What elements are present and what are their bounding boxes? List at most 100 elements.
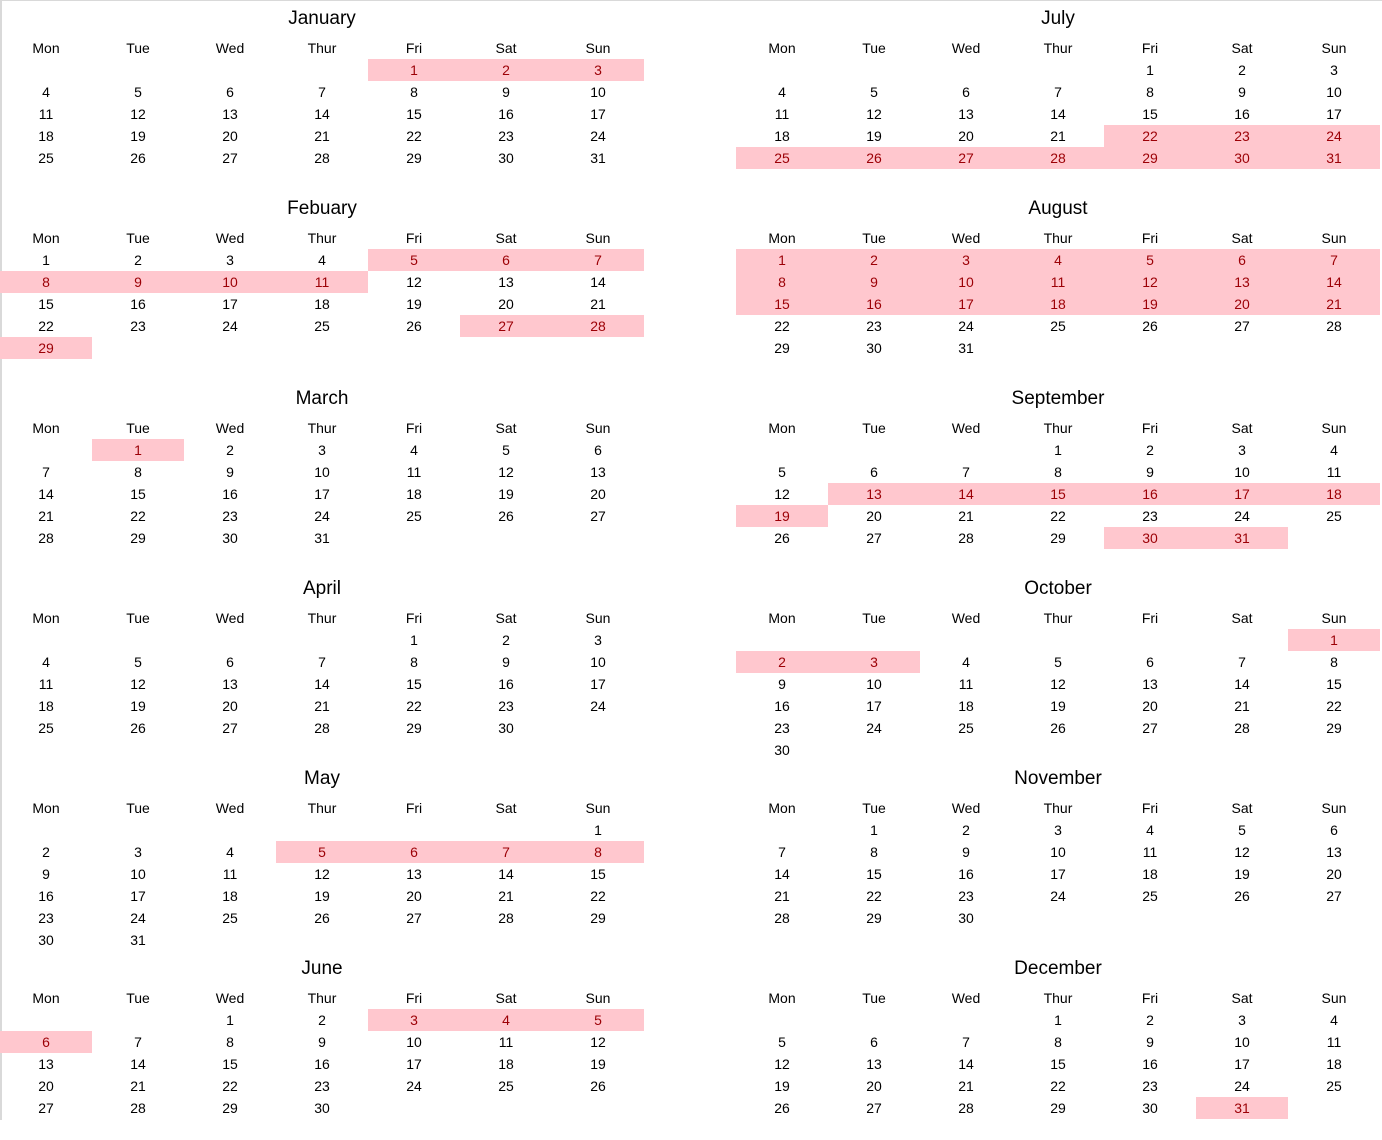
day-cell[interactable]: 26 <box>590 1078 606 1094</box>
highlighted-day-cell[interactable]: 6 <box>368 841 460 863</box>
day-cell[interactable]: 28 <box>1326 318 1342 334</box>
empty-day-cell[interactable] <box>828 629 920 651</box>
highlighted-day-cell[interactable]: 28 <box>1012 147 1104 169</box>
highlighted-day-cell[interactable]: 29 <box>1104 147 1196 169</box>
day-cell[interactable]: 30 <box>38 932 54 948</box>
highlighted-day-cell[interactable]: 9 <box>828 271 920 293</box>
highlighted-day-cell[interactable]: 20 <box>1196 293 1288 315</box>
day-cell[interactable]: 22 <box>1050 1078 1066 1094</box>
day-cell[interactable]: 11 <box>406 464 422 480</box>
day-cell[interactable]: 11 <box>958 676 974 692</box>
day-cell[interactable]: 8 <box>1330 654 1338 670</box>
empty-day-cell[interactable] <box>1012 907 1104 929</box>
day-cell[interactable]: 4 <box>318 252 326 268</box>
day-cell[interactable]: 24 <box>590 128 606 144</box>
day-cell[interactable]: 24 <box>314 508 330 524</box>
highlighted-day-cell[interactable]: 30 <box>1196 147 1288 169</box>
day-cell[interactable]: 22 <box>130 508 146 524</box>
highlighted-day-cell[interactable]: 11 <box>276 271 368 293</box>
day-cell[interactable]: 25 <box>38 720 54 736</box>
day-cell[interactable]: 30 <box>314 1100 330 1116</box>
day-cell[interactable]: 23 <box>774 720 790 736</box>
day-cell[interactable]: 5 <box>778 1034 786 1050</box>
day-cell[interactable]: 10 <box>1050 844 1066 860</box>
day-cell[interactable]: 24 <box>590 698 606 714</box>
empty-day-cell[interactable] <box>0 1009 92 1031</box>
day-cell[interactable]: 19 <box>1234 866 1250 882</box>
day-cell[interactable]: 27 <box>1326 888 1342 904</box>
day-cell[interactable]: 25 <box>1326 1078 1342 1094</box>
day-cell[interactable]: 27 <box>1234 318 1250 334</box>
day-cell[interactable]: 7 <box>134 1034 142 1050</box>
day-cell[interactable]: 11 <box>1326 1034 1342 1050</box>
day-cell[interactable]: 25 <box>222 910 238 926</box>
empty-day-cell[interactable] <box>276 337 368 359</box>
day-cell[interactable]: 14 <box>314 106 330 122</box>
day-cell[interactable]: 22 <box>222 1078 238 1094</box>
day-cell[interactable]: 1 <box>1146 62 1154 78</box>
highlighted-day-cell[interactable]: 15 <box>736 293 828 315</box>
empty-day-cell[interactable] <box>1104 907 1196 929</box>
day-cell[interactable]: 11 <box>774 106 790 122</box>
day-cell[interactable]: 22 <box>866 888 882 904</box>
day-cell[interactable]: 20 <box>958 128 974 144</box>
day-cell[interactable]: 8 <box>1146 84 1154 100</box>
day-cell[interactable]: 26 <box>774 530 790 546</box>
day-cell[interactable]: 29 <box>130 530 146 546</box>
empty-day-cell[interactable] <box>1012 739 1104 761</box>
empty-day-cell[interactable] <box>368 819 460 841</box>
day-cell[interactable]: 26 <box>1050 720 1066 736</box>
day-cell[interactable]: 2 <box>1146 442 1154 458</box>
day-cell[interactable]: 12 <box>774 486 790 502</box>
day-cell[interactable]: 15 <box>1326 676 1342 692</box>
highlighted-day-cell[interactable]: 23 <box>1196 125 1288 147</box>
day-cell[interactable]: 4 <box>1330 442 1338 458</box>
day-cell[interactable]: 10 <box>1234 1034 1250 1050</box>
highlighted-day-cell[interactable]: 19 <box>1104 293 1196 315</box>
day-cell[interactable]: 14 <box>590 274 606 290</box>
day-cell[interactable]: 20 <box>406 888 422 904</box>
day-cell[interactable]: 24 <box>406 1078 422 1094</box>
highlighted-day-cell[interactable]: 11 <box>1012 271 1104 293</box>
empty-day-cell[interactable] <box>552 527 644 549</box>
day-cell[interactable]: 26 <box>130 150 146 166</box>
day-cell[interactable]: 16 <box>774 698 790 714</box>
day-cell[interactable]: 1 <box>1054 1012 1062 1028</box>
day-cell[interactable]: 22 <box>590 888 606 904</box>
highlighted-day-cell[interactable]: 6 <box>1196 249 1288 271</box>
day-cell[interactable]: 21 <box>130 1078 146 1094</box>
empty-day-cell[interactable] <box>0 629 92 651</box>
empty-day-cell[interactable] <box>92 1009 184 1031</box>
highlighted-day-cell[interactable]: 2 <box>460 59 552 81</box>
empty-day-cell[interactable] <box>92 59 184 81</box>
day-cell[interactable]: 10 <box>590 654 606 670</box>
day-cell[interactable]: 9 <box>778 676 786 692</box>
day-cell[interactable]: 2 <box>962 822 970 838</box>
day-cell[interactable]: 27 <box>866 1100 882 1116</box>
empty-day-cell[interactable] <box>368 337 460 359</box>
day-cell[interactable]: 3 <box>226 252 234 268</box>
day-cell[interactable]: 13 <box>406 866 422 882</box>
day-cell[interactable]: 21 <box>38 508 54 524</box>
day-cell[interactable]: 13 <box>38 1056 54 1072</box>
empty-day-cell[interactable] <box>368 1097 460 1119</box>
day-cell[interactable]: 14 <box>1234 676 1250 692</box>
highlighted-day-cell[interactable]: 10 <box>184 271 276 293</box>
day-cell[interactable]: 8 <box>410 84 418 100</box>
day-cell[interactable]: 16 <box>314 1056 330 1072</box>
day-cell[interactable]: 18 <box>1142 866 1158 882</box>
day-cell[interactable]: 2 <box>502 632 510 648</box>
day-cell[interactable]: 1 <box>42 252 50 268</box>
day-cell[interactable]: 14 <box>498 866 514 882</box>
day-cell[interactable]: 4 <box>226 844 234 860</box>
highlighted-day-cell[interactable]: 15 <box>1012 483 1104 505</box>
highlighted-day-cell[interactable]: 3 <box>552 59 644 81</box>
day-cell[interactable]: 25 <box>1142 888 1158 904</box>
day-cell[interactable]: 20 <box>498 296 514 312</box>
empty-day-cell[interactable] <box>184 929 276 951</box>
empty-day-cell[interactable] <box>920 1009 1012 1031</box>
day-cell[interactable]: 18 <box>38 128 54 144</box>
day-cell[interactable]: 22 <box>406 128 422 144</box>
empty-day-cell[interactable] <box>1104 337 1196 359</box>
day-cell[interactable]: 22 <box>774 318 790 334</box>
